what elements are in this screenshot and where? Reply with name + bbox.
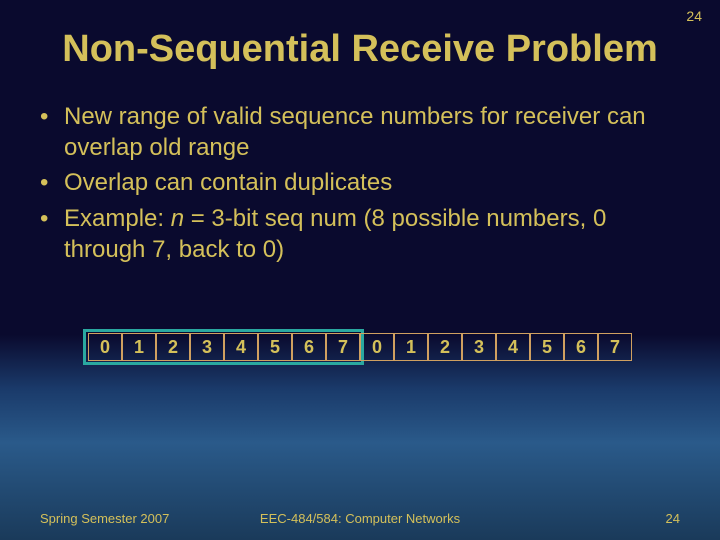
slide-number-top: 24 bbox=[686, 8, 702, 24]
seq-cell: 5 bbox=[530, 333, 564, 361]
footer: Spring Semester 2007 EEC-484/584: Comput… bbox=[0, 511, 720, 526]
bullet-list: New range of valid sequence numbers for … bbox=[0, 101, 720, 265]
seq-cell: 4 bbox=[224, 333, 258, 361]
footer-right: 24 bbox=[666, 511, 680, 526]
bullet-item: Example: n = 3-bit seq num (8 possible n… bbox=[40, 203, 690, 265]
bullet-item: New range of valid sequence numbers for … bbox=[40, 101, 690, 163]
seq-cell: 3 bbox=[190, 333, 224, 361]
footer-left: Spring Semester 2007 bbox=[40, 511, 169, 526]
seq-cell: 7 bbox=[326, 333, 360, 361]
seq-cell: 0 bbox=[360, 333, 394, 361]
slide-title: Non-Sequential Receive Problem bbox=[0, 0, 720, 101]
seq-cell: 4 bbox=[496, 333, 530, 361]
sequence-diagram: 0 1 2 3 4 5 6 7 0 1 2 3 4 5 6 7 bbox=[88, 333, 632, 361]
seq-cell: 2 bbox=[428, 333, 462, 361]
seq-cell: 3 bbox=[462, 333, 496, 361]
footer-center: EEC-484/584: Computer Networks bbox=[260, 511, 460, 526]
seq-cell: 1 bbox=[122, 333, 156, 361]
bullet-item: Overlap can contain duplicates bbox=[40, 167, 690, 198]
seq-cell: 6 bbox=[292, 333, 326, 361]
seq-cell: 2 bbox=[156, 333, 190, 361]
seq-cell: 1 bbox=[394, 333, 428, 361]
seq-cell: 6 bbox=[564, 333, 598, 361]
seq-cell: 5 bbox=[258, 333, 292, 361]
seq-cell: 7 bbox=[598, 333, 632, 361]
seq-cell: 0 bbox=[88, 333, 122, 361]
